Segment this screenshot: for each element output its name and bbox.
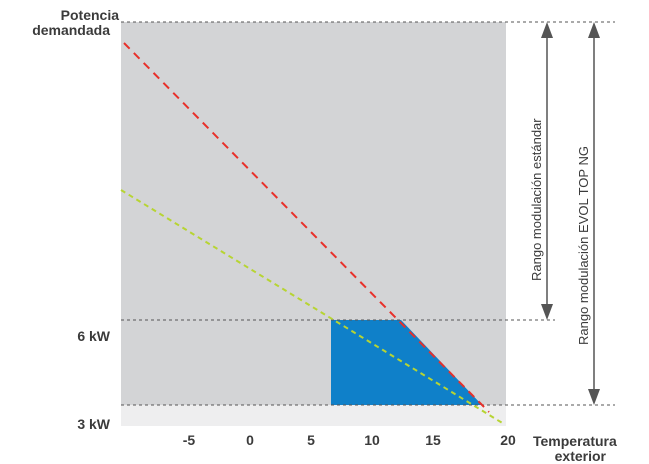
- y-axis-title-line2: demandada: [32, 22, 110, 38]
- y-axis-title-line1: Potencia: [61, 7, 120, 23]
- standard-range-label: Rango modulación estándar: [529, 118, 544, 281]
- x-tick-label: 10: [364, 432, 380, 448]
- x-axis-title-line2: exterior: [555, 448, 607, 464]
- below-minimum-band: [121, 405, 506, 426]
- standard-range-arrow: [541, 22, 553, 320]
- y-tick-6kw: 6 kW: [77, 328, 110, 344]
- x-tick-label: -5: [183, 432, 196, 448]
- x-tick-label: 20: [500, 432, 516, 448]
- red-demand-line: [123, 42, 490, 413]
- x-tick-label: 0: [246, 432, 254, 448]
- plot-background: [121, 22, 506, 405]
- x-tick-label: 15: [425, 432, 441, 448]
- green-demand-line: [120, 189, 505, 425]
- y-tick-3kw: 3 kW: [77, 416, 110, 432]
- evol-range-label: Rango modulación EVOL TOP NG: [576, 146, 591, 345]
- x-axis-title-line1: Temperatura: [533, 433, 617, 449]
- x-tick-label: 5: [307, 432, 315, 448]
- evol-range-arrow: [588, 22, 600, 405]
